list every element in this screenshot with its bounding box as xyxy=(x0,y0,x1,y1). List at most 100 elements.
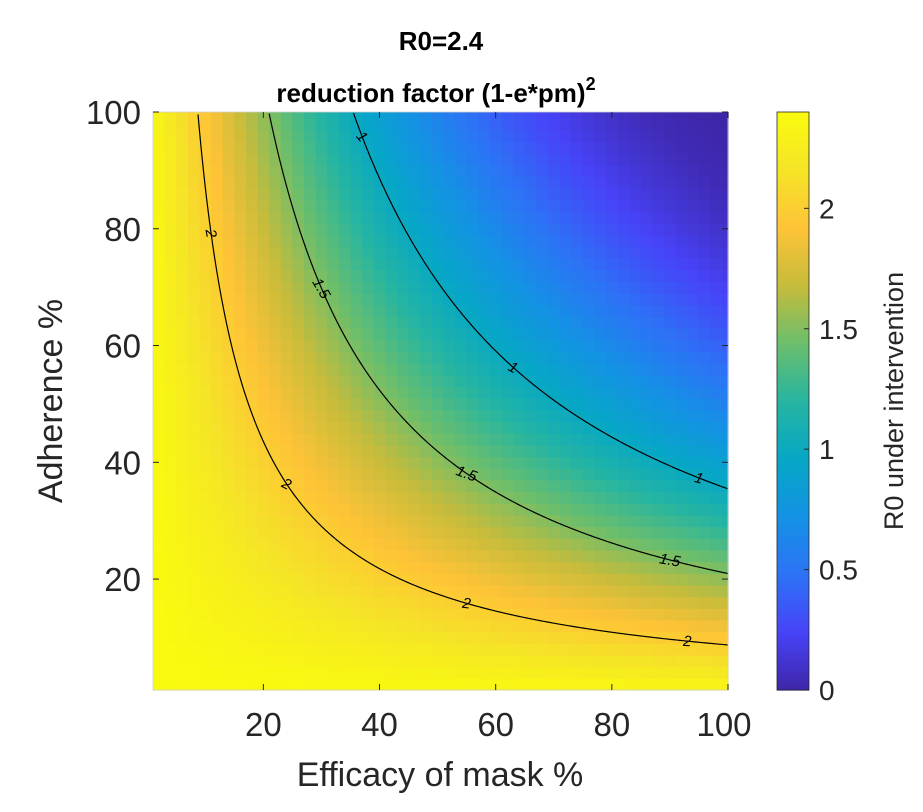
heatmap-cell xyxy=(594,176,607,189)
heatmap-cell xyxy=(513,292,526,306)
heatmap-cell xyxy=(536,491,549,504)
heatmap-cell xyxy=(652,117,665,131)
heatmap-cell xyxy=(199,351,212,364)
heatmap-cell xyxy=(211,409,224,423)
heatmap-cell xyxy=(513,584,526,598)
heatmap-cell xyxy=(396,152,410,166)
heatmap-cell xyxy=(269,129,282,142)
heatmap-cell xyxy=(362,421,375,434)
heatmap-cell xyxy=(362,269,375,282)
colorbar-segment xyxy=(777,550,809,556)
heatmap-cell xyxy=(164,222,177,236)
heatmap-cell xyxy=(164,129,177,142)
heatmap-cell xyxy=(687,619,700,633)
heatmap-cell xyxy=(629,479,642,493)
heatmap-cell xyxy=(652,339,665,352)
heatmap-cell xyxy=(385,269,398,282)
heatmap-cell xyxy=(292,526,305,539)
heatmap-cell xyxy=(443,514,456,528)
heatmap-cell xyxy=(280,292,293,306)
heatmap-cell xyxy=(234,281,247,294)
heatmap-cell xyxy=(501,234,514,247)
heatmap-cell xyxy=(199,363,212,376)
heatmap-cell xyxy=(617,468,630,481)
heatmap-cell xyxy=(234,643,247,656)
heatmap-cell xyxy=(211,421,224,434)
heatmap-cell xyxy=(455,211,468,224)
heatmap-cell xyxy=(559,257,572,271)
heatmap-cell xyxy=(257,257,270,271)
heatmap-cell xyxy=(582,176,596,189)
heatmap-cell xyxy=(443,643,456,656)
heatmap-cell xyxy=(466,374,479,388)
heatmap-cell xyxy=(431,211,445,224)
heatmap-cell xyxy=(164,292,177,306)
heatmap-cell xyxy=(153,374,166,388)
heatmap-cell xyxy=(408,666,421,679)
heatmap-cell xyxy=(547,363,561,376)
heatmap-cell xyxy=(280,538,293,551)
heatmap-cell xyxy=(640,456,654,469)
heatmap-cell xyxy=(606,654,619,668)
heatmap-cell xyxy=(513,468,526,481)
colorbar-segment xyxy=(777,545,809,551)
heatmap-cell xyxy=(547,281,561,294)
heatmap-cell xyxy=(698,351,712,364)
heatmap-cell xyxy=(478,456,491,469)
heatmap-cell xyxy=(466,666,479,679)
heatmap-cell xyxy=(443,199,456,212)
heatmap-cell xyxy=(501,526,514,539)
heatmap-cell xyxy=(594,468,607,481)
colorbar-segment xyxy=(777,535,809,542)
heatmap-cell xyxy=(629,386,642,399)
heatmap-cell xyxy=(652,257,665,271)
heatmap-cell xyxy=(350,596,363,609)
heatmap-cell xyxy=(501,549,514,563)
heatmap-cell xyxy=(547,456,561,469)
heatmap-cell xyxy=(489,421,503,434)
heatmap-cell xyxy=(245,199,259,212)
heatmap-cell xyxy=(710,304,723,317)
heatmap-cell xyxy=(594,643,607,656)
heatmap-cell xyxy=(327,374,340,388)
colorbar-segment xyxy=(777,444,809,450)
heatmap-cell xyxy=(513,304,526,317)
heatmap-cell xyxy=(722,112,729,119)
heatmap-cell xyxy=(176,421,189,434)
heatmap-cell xyxy=(292,456,305,469)
heatmap-cell xyxy=(710,152,723,166)
heatmap-cell xyxy=(443,316,456,329)
heatmap-cell xyxy=(606,596,619,609)
heatmap-cell xyxy=(617,573,630,586)
heatmap-cell xyxy=(513,491,526,504)
heatmap-cell xyxy=(234,573,247,586)
heatmap-cell xyxy=(153,246,166,259)
heatmap-cell xyxy=(524,351,537,364)
heatmap-cell xyxy=(280,526,293,539)
heatmap-cell xyxy=(420,374,433,388)
heatmap-cell xyxy=(408,141,421,154)
heatmap-cell xyxy=(489,129,503,142)
colorbar-segment xyxy=(777,391,809,397)
heatmap-cell xyxy=(396,176,410,189)
heatmap-cell xyxy=(153,619,166,633)
heatmap-cell xyxy=(629,199,642,212)
heatmap-cell xyxy=(187,654,201,668)
heatmap-cell xyxy=(222,112,235,119)
heatmap-cell xyxy=(547,328,561,341)
heatmap-cell xyxy=(385,654,398,668)
heatmap-cell xyxy=(327,199,340,212)
heatmap-cell xyxy=(338,433,352,446)
chart-title-line2: reduction factor (1-e*pm)2 xyxy=(276,74,595,108)
heatmap-cell xyxy=(606,573,619,586)
heatmap-cell xyxy=(304,491,317,504)
heatmap-cell xyxy=(687,187,700,201)
heatmap-cell xyxy=(396,112,410,119)
heatmap-cell xyxy=(629,164,642,177)
heatmap-cell xyxy=(187,112,201,119)
heatmap-cell xyxy=(698,479,712,493)
heatmap-cell xyxy=(559,526,572,539)
heatmap-cell xyxy=(675,619,688,633)
heatmap-cell xyxy=(629,678,642,691)
heatmap-cell xyxy=(489,654,503,668)
